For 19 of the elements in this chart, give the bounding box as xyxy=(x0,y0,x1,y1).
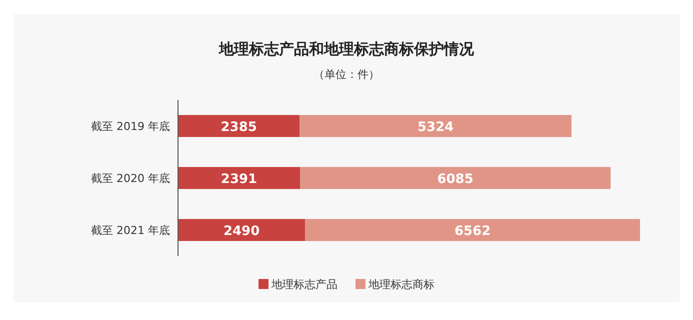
data-label: 2490 xyxy=(223,224,260,239)
y-tick-label: 截至 2021 年底 xyxy=(91,224,170,237)
bar xyxy=(178,115,300,137)
chart-subtitle: （单位：件） xyxy=(314,68,380,81)
legend-label: 地理标志产品 xyxy=(270,278,338,291)
data-label: 2385 xyxy=(220,120,257,135)
data-label: 6085 xyxy=(437,172,474,187)
bar xyxy=(178,167,300,189)
data-label: 5324 xyxy=(417,120,454,135)
y-tick-label: 截至 2019 年底 xyxy=(91,120,170,133)
chart-title: 地理标志产品和地理标志商标保护情况 xyxy=(218,40,475,58)
bar xyxy=(178,219,306,241)
data-label: 2391 xyxy=(220,172,258,187)
data-label: 6562 xyxy=(454,224,491,239)
legend-label: 地理标志商标 xyxy=(368,278,434,291)
y-tick-label: 截至 2020 年底 xyxy=(91,172,170,185)
bar xyxy=(300,167,611,189)
bar xyxy=(305,219,640,241)
bar xyxy=(300,115,572,137)
